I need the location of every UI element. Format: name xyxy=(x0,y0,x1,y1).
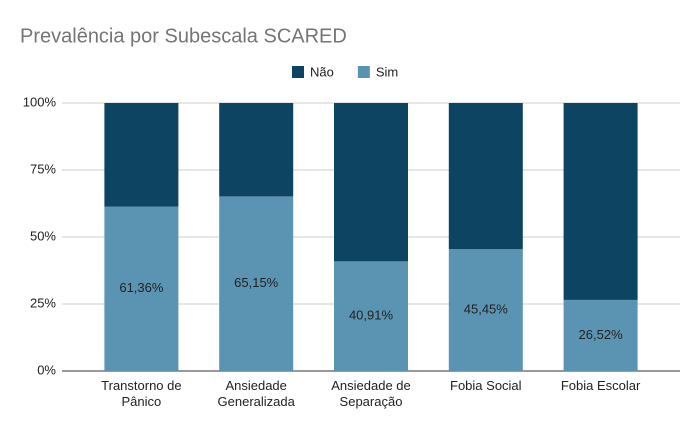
value-label: 61,36% xyxy=(119,280,164,295)
bar-segment xyxy=(334,103,408,262)
x-tick-label: Transtorno de Pânico xyxy=(101,378,182,409)
bar-segment xyxy=(448,249,523,371)
bar-segment xyxy=(563,103,638,300)
bar-segment xyxy=(334,261,408,371)
bar-segment xyxy=(104,103,179,207)
x-tick-label: Fobia Social xyxy=(450,378,522,393)
bar-segment xyxy=(104,206,179,371)
y-tick-label: 25% xyxy=(30,295,56,310)
bar-segment xyxy=(563,299,638,371)
value-label: 65,15% xyxy=(234,275,279,290)
chart-title: Prevalência por Subescala SCARED xyxy=(20,25,347,47)
legend-swatch xyxy=(292,66,304,78)
y-tick-label: 50% xyxy=(30,228,56,243)
bar-segment xyxy=(219,196,294,371)
legend-label: Sim xyxy=(376,64,398,79)
value-label: 45,45% xyxy=(464,302,509,317)
y-tick-label: 75% xyxy=(30,161,56,176)
y-tick-label: 0% xyxy=(37,362,56,377)
x-tick-label: Fobia Escolar xyxy=(560,378,641,393)
bar-segment xyxy=(448,103,523,250)
legend-label: Não xyxy=(310,64,334,79)
x-tick-label: Ansiedade de Separação xyxy=(331,378,411,409)
value-label: 40,91% xyxy=(349,308,394,323)
y-tick-label: 100% xyxy=(23,94,57,109)
x-tick-label: Ansiedade Generalizada xyxy=(217,378,295,409)
bar-segment xyxy=(219,103,294,197)
value-label: 26,52% xyxy=(579,327,624,342)
legend-swatch xyxy=(357,66,370,78)
